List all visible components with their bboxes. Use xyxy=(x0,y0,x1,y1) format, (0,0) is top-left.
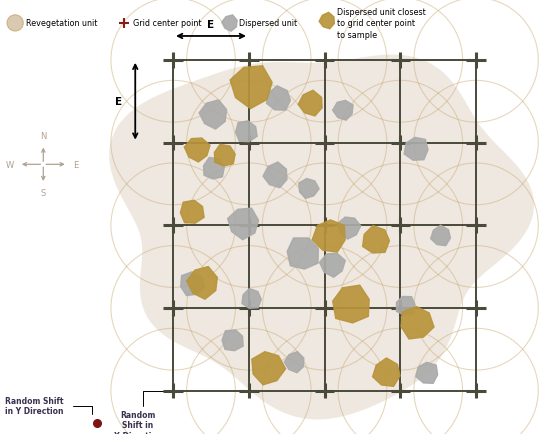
Polygon shape xyxy=(242,289,261,309)
Polygon shape xyxy=(287,238,318,270)
Polygon shape xyxy=(319,13,334,30)
Polygon shape xyxy=(299,179,319,199)
Polygon shape xyxy=(263,163,287,188)
Polygon shape xyxy=(431,226,451,246)
Polygon shape xyxy=(222,16,237,32)
Text: Dispersed unit closest
to grid center point
to sample: Dispersed unit closest to grid center po… xyxy=(337,8,425,39)
Text: E: E xyxy=(115,97,122,107)
Text: Random Shift
in Y Direction: Random Shift in Y Direction xyxy=(5,396,64,415)
Text: S: S xyxy=(41,189,46,198)
Polygon shape xyxy=(333,101,353,121)
Polygon shape xyxy=(252,352,286,385)
Polygon shape xyxy=(199,101,227,130)
Polygon shape xyxy=(404,138,428,161)
Text: E: E xyxy=(207,20,215,30)
Text: N: N xyxy=(40,132,47,141)
Polygon shape xyxy=(320,254,345,278)
Polygon shape xyxy=(184,139,210,163)
Polygon shape xyxy=(187,267,217,299)
Polygon shape xyxy=(266,87,291,111)
Text: E: E xyxy=(73,161,78,169)
Polygon shape xyxy=(228,209,259,240)
Polygon shape xyxy=(397,297,415,316)
Polygon shape xyxy=(222,330,243,351)
Text: Revegetation unit: Revegetation unit xyxy=(26,20,97,28)
Polygon shape xyxy=(298,91,322,117)
Text: Dispersed unit: Dispersed unit xyxy=(239,20,297,28)
Polygon shape xyxy=(312,220,345,253)
Text: Random
Shift in
X Direction: Random Shift in X Direction xyxy=(114,410,162,434)
Polygon shape xyxy=(214,145,235,167)
Polygon shape xyxy=(284,352,304,373)
Polygon shape xyxy=(180,201,204,224)
Polygon shape xyxy=(109,56,534,420)
Polygon shape xyxy=(203,158,225,180)
Polygon shape xyxy=(181,272,205,296)
Polygon shape xyxy=(362,226,390,253)
Polygon shape xyxy=(333,286,369,323)
Polygon shape xyxy=(230,67,272,109)
Polygon shape xyxy=(401,307,434,339)
Polygon shape xyxy=(338,217,361,240)
Polygon shape xyxy=(416,362,438,384)
Text: Grid center point: Grid center point xyxy=(133,20,201,28)
Polygon shape xyxy=(235,122,257,142)
Ellipse shape xyxy=(7,16,23,32)
Polygon shape xyxy=(373,358,400,387)
Text: W: W xyxy=(5,161,14,169)
